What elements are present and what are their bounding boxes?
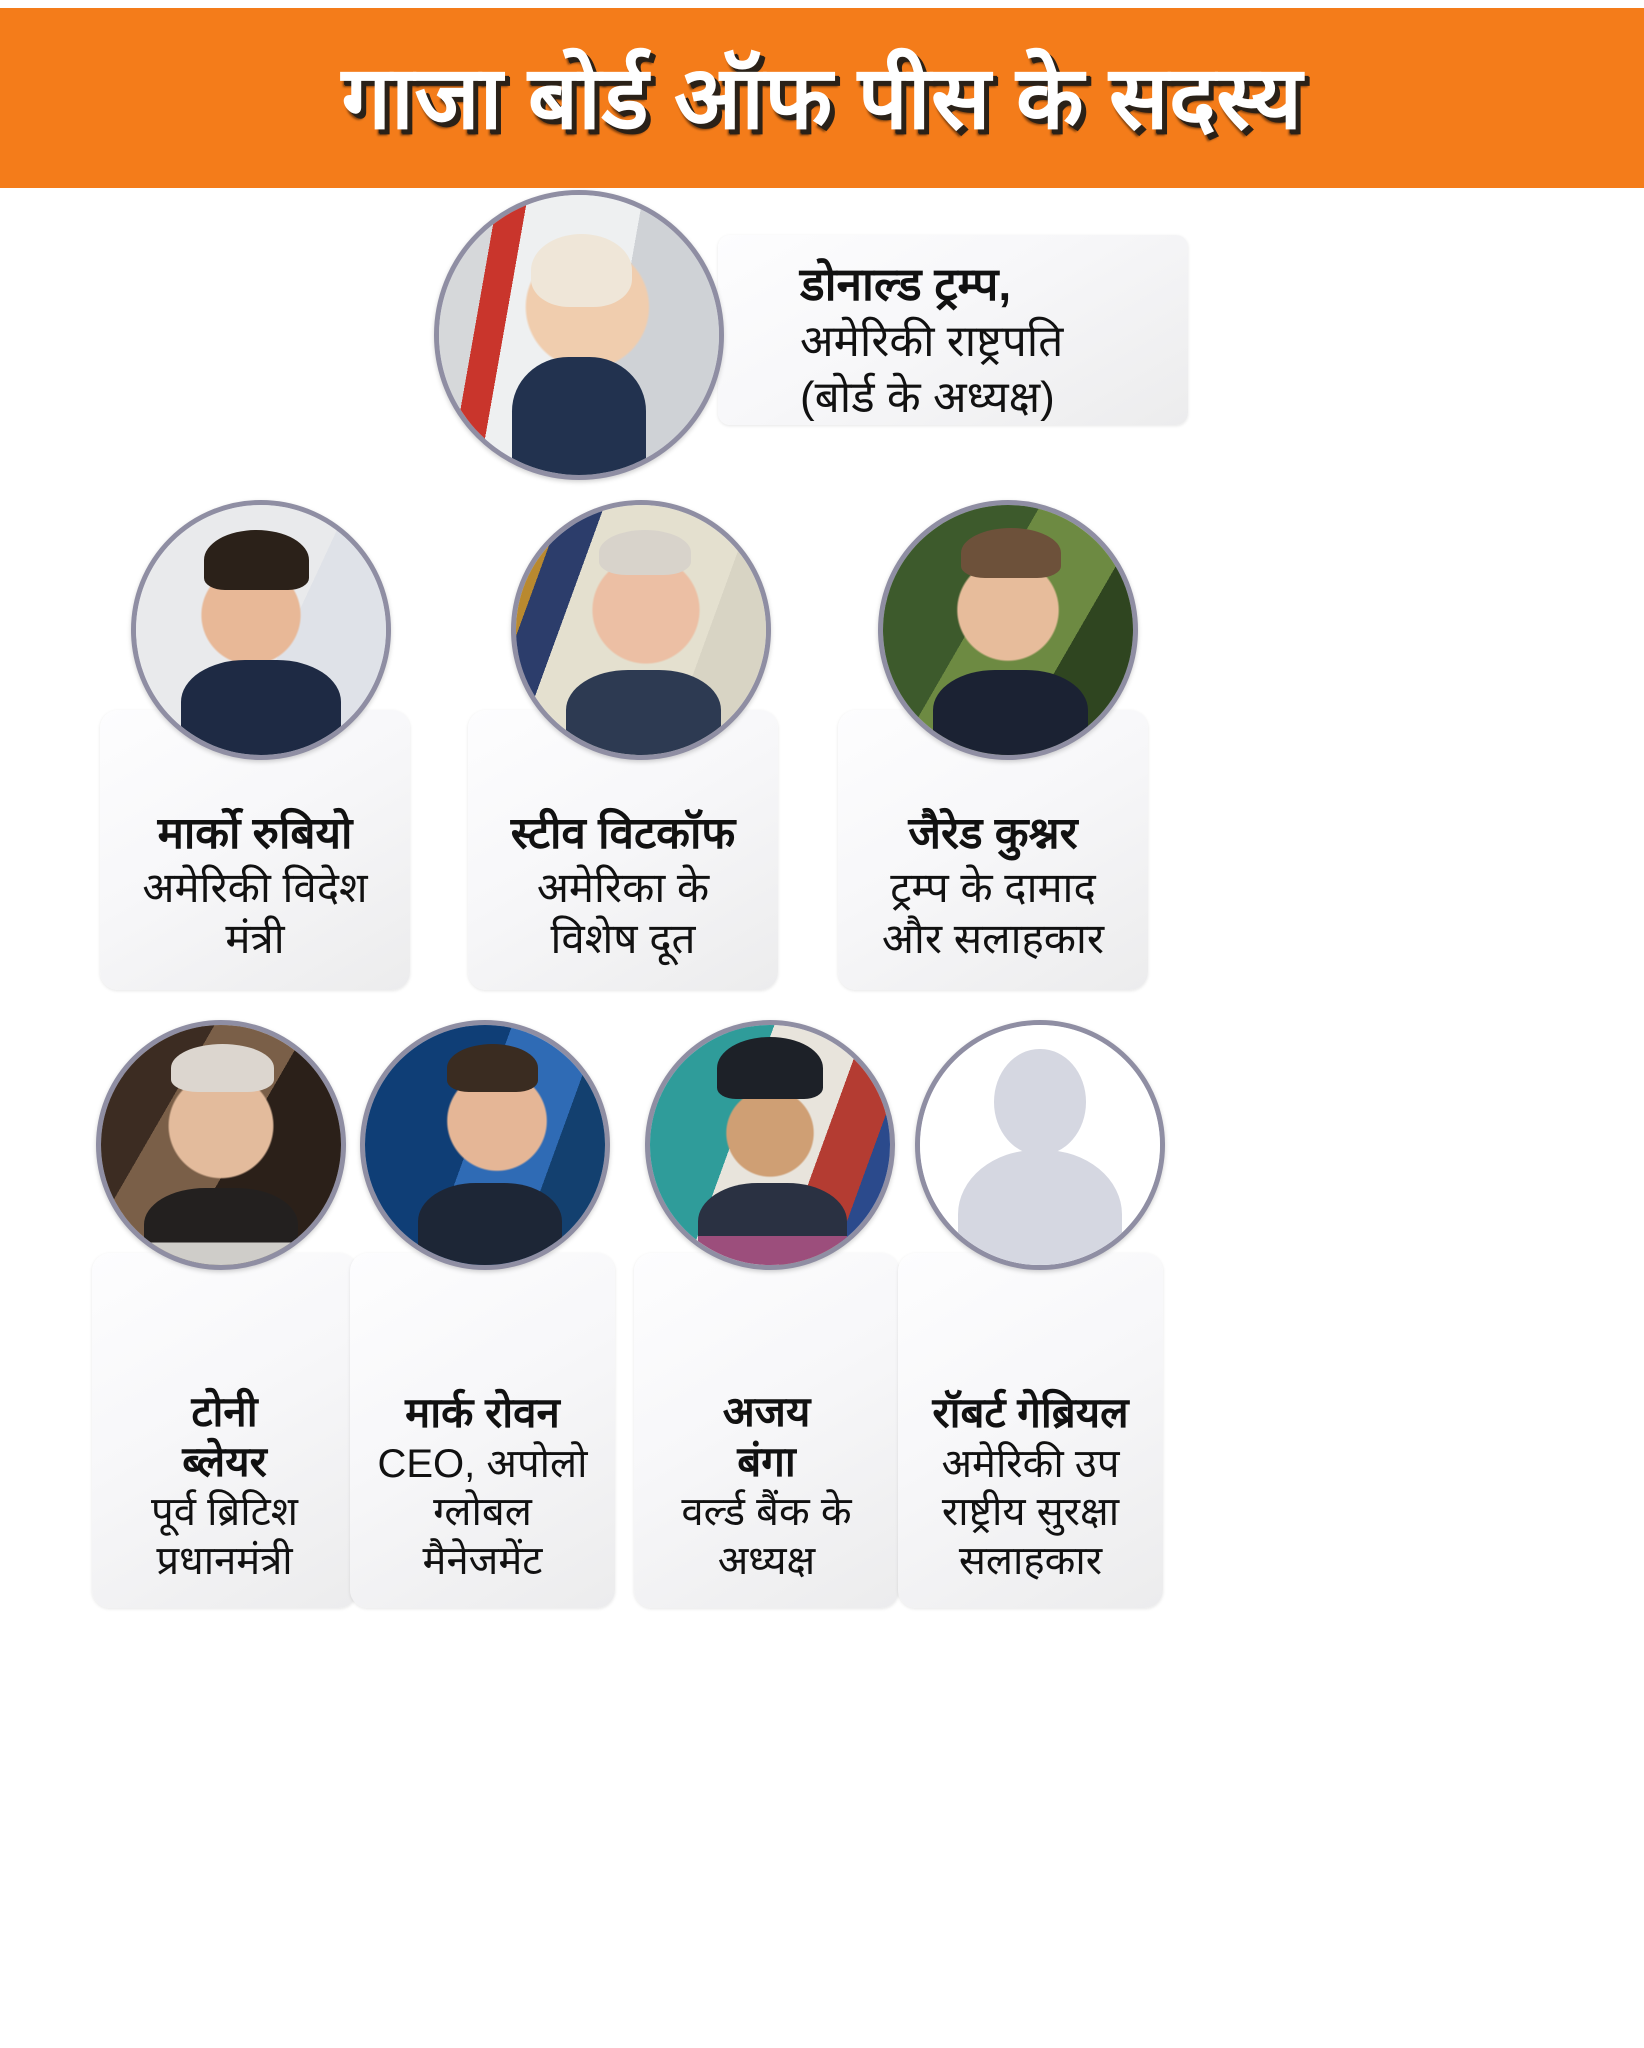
member-name: स्टीव विटकॉफ [510,808,736,858]
member-name: डोनाल्ड ट्रम्प, [800,258,1012,310]
donald-trump-photo [439,195,719,475]
ajay-banga-photo [650,1025,890,1265]
member-role-line-3: मैनेजमेंट [422,1539,543,1584]
member-role-line-2: और सलाहकार [881,914,1105,962]
mark-rowan-photo [365,1025,605,1265]
member-role-line-1: अमेरिका के [536,863,710,911]
member-role-line-1: अमेरिकी उप [941,1441,1120,1486]
jared-kushner-photo [883,505,1133,755]
member-role-line-1: पूर्व ब्रिटिश [151,1490,298,1535]
member-role-line-2: ग्लोबल [433,1490,532,1535]
person-placeholder-silhouette-icon [920,1025,1160,1265]
tony-blair-photo [101,1025,341,1265]
member-role: अमेरिका के विशेष दूत [537,862,709,990]
avatar-marco-rubio [131,500,391,760]
member-role-line-1: अमेरिकी विदेश [142,863,368,911]
member-name-line-2: ब्लेयर [182,1437,267,1485]
member-role-line-2: अध्यक्ष [717,1539,816,1584]
member-card-mark-rowan[interactable]: मार्क रोवन CEO, अपोलो ग्लोबल मैनेजमेंट [350,1253,615,1608]
member-name: जैरेड कुश्नर [908,808,1078,858]
member-role-line-2: राष्ट्रीय सुरक्षा [941,1490,1120,1535]
member-name: अजय बंगा [723,1387,811,1486]
member-role: CEO, अपोलो ग्लोबल मैनेजमेंट [377,1440,587,1608]
member-name-line-2: बंगा [737,1437,796,1485]
member-role-line-2: प्रधानमंत्री [156,1539,293,1584]
member-role-line-1: अमेरिकी राष्ट्रपति [800,316,1064,366]
member-name: रॉबर्ट गेब्रियल [932,1389,1129,1437]
member-role: ट्रम्प के दामाद और सलाहकार [882,862,1104,990]
avatar-jared-kushner [878,500,1138,760]
member-role-line-1: वर्ल्ड बैंक के [681,1490,852,1535]
member-role-line-2: (बोर्ड के अध्यक्ष) [800,373,1055,423]
member-card-donald-trump[interactable] [718,235,1188,425]
avatar-ajay-banga [645,1020,895,1270]
member-name-line-1: टोनी [191,1388,258,1436]
member-role: अमेरिकी उप राष्ट्रीय सुरक्षा सलाहकार [941,1440,1119,1608]
member-role: अमेरिकी विदेश मंत्री [142,862,367,990]
avatar-donald-trump [434,190,724,480]
member-card-robert-gabriel[interactable]: रॉबर्ट गेब्रियल अमेरिकी उप राष्ट्रीय सुर… [898,1253,1163,1608]
header-banner: गाजा बोर्ड ऑफ पीस के सदस्य [0,8,1644,188]
silhouette-body [958,1149,1122,1265]
avatar-robert-gabriel [915,1020,1165,1270]
member-role-line-2: विशेष दूत [550,914,696,962]
member-role-line-1: CEO, अपोलो [377,1441,588,1486]
member-role-line-3: सलाहकार [958,1539,1103,1584]
avatar-steve-witkoff [511,500,771,760]
member-card-ajay-banga[interactable]: अजय बंगा वर्ल्ड बैंक के अध्यक्ष [634,1253,899,1608]
avatar-mark-rowan [360,1020,610,1270]
member-role-line-2: मंत्री [225,914,285,962]
silhouette-head [994,1049,1086,1155]
member-role: पूर्व ब्रिटिश प्रधानमंत्री [151,1488,298,1608]
avatar-tony-blair [96,1020,346,1270]
page-title: गाजा बोर्ड ऑफ पीस के सदस्य [341,48,1303,147]
member-info-donald-trump: डोनाल्ड ट्रम्प, अमेरिकी राष्ट्रपति (बोर्… [800,255,1230,427]
member-name: मार्क रोवन [405,1389,560,1437]
member-name: टोनी ब्लेयर [182,1387,267,1486]
marco-rubio-photo [136,505,386,755]
member-role: वर्ल्ड बैंक के अध्यक्ष [681,1488,851,1608]
member-name: मार्को रुबियो [157,808,353,858]
member-card-tony-blair[interactable]: टोनी ब्लेयर पूर्व ब्रिटिश प्रधानमंत्री [92,1253,357,1608]
steve-witkoff-photo [516,505,766,755]
member-name-line-1: अजय [722,1388,811,1436]
member-role-line-1: ट्रम्प के दामाद [890,863,1096,911]
